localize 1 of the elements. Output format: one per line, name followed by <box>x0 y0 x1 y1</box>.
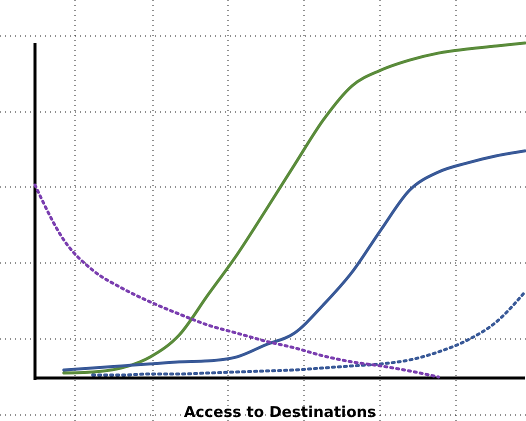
x-axis-title: Access to Destinations <box>184 403 376 421</box>
